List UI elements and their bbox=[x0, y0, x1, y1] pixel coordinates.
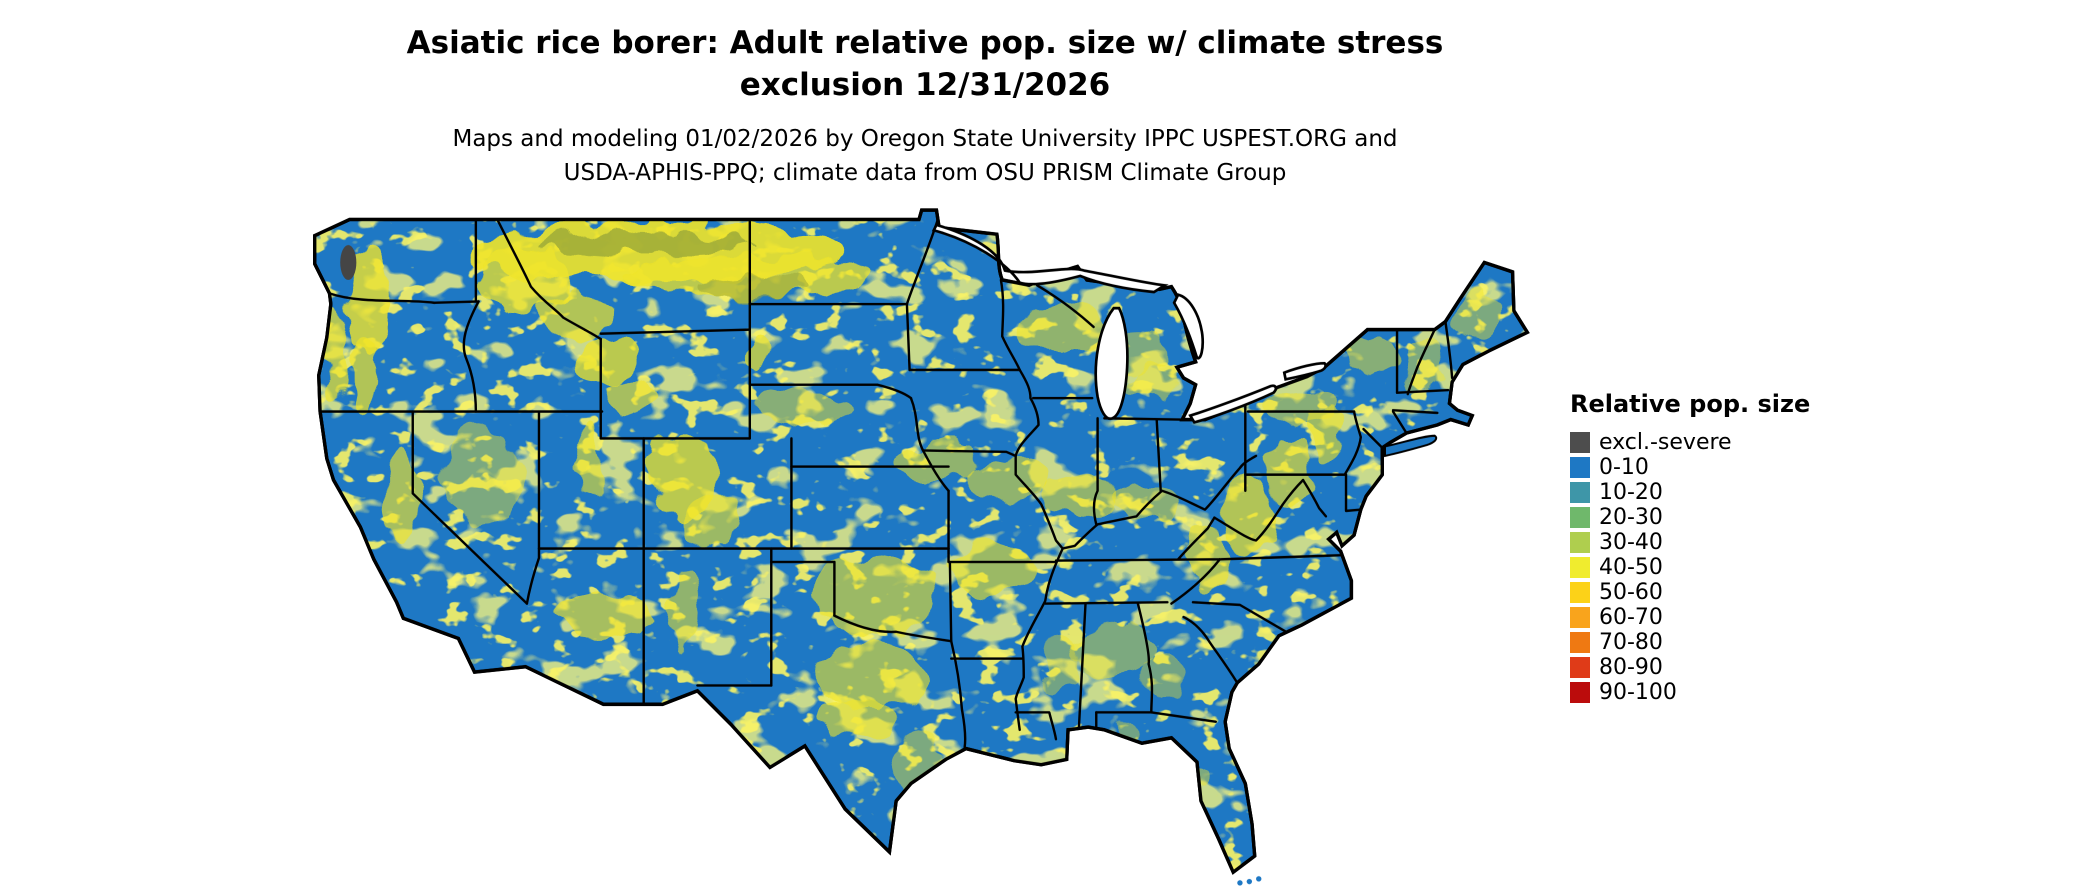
legend-item: 60-70 bbox=[1570, 605, 1890, 630]
page-title-line1: Asiatic rice borer: Adult relative pop. … bbox=[406, 25, 1444, 61]
legend-label: 80-90 bbox=[1599, 655, 1663, 680]
legend-swatch-20-30 bbox=[1570, 507, 1590, 528]
legend-label: 0-10 bbox=[1599, 455, 1649, 480]
legend-label: 90-100 bbox=[1599, 680, 1677, 705]
legend-swatch-excl-severe bbox=[1570, 432, 1590, 453]
conus-map-svg bbox=[313, 208, 1529, 886]
legend-label: excl.-severe bbox=[1599, 430, 1732, 455]
conus-map bbox=[308, 206, 1530, 891]
legend-item: 10-20 bbox=[1570, 480, 1890, 505]
subtitle-line1: Maps and modeling 01/02/2026 by Oregon S… bbox=[452, 126, 1398, 152]
puget-sound-exclusion-patch bbox=[340, 245, 357, 280]
lake-huron bbox=[1172, 293, 1205, 360]
legend-item: 30-40 bbox=[1570, 530, 1890, 555]
subtitle-line2: USDA-APHIS-PPQ; climate data from OSU PR… bbox=[563, 160, 1287, 186]
legend-swatch-90-100 bbox=[1570, 682, 1590, 703]
legend-item: 80-90 bbox=[1570, 655, 1890, 680]
legend-swatch-50-60 bbox=[1570, 582, 1590, 603]
great-lakes bbox=[931, 223, 1327, 424]
yellow-highlight-blobs bbox=[324, 223, 1497, 804]
legend-item: excl.-severe bbox=[1570, 430, 1890, 455]
legend-item: 40-50 bbox=[1570, 555, 1890, 580]
legend-label: 70-80 bbox=[1599, 630, 1663, 655]
legend-label: 20-30 bbox=[1599, 505, 1663, 530]
legend-title: Relative pop. size bbox=[1570, 390, 1811, 418]
map-heading: Asiatic rice borer: Adult relative pop. … bbox=[300, 22, 1550, 190]
legend: Relative pop. size excl.-severe 0-10 10-… bbox=[1570, 390, 1890, 705]
lake-superior bbox=[931, 223, 1169, 294]
legend-label: 10-20 bbox=[1599, 480, 1663, 505]
lake-michigan bbox=[1094, 306, 1129, 420]
page-title-line2: exclusion 12/31/2026 bbox=[739, 67, 1111, 103]
map-subtitle: Maps and modeling 01/02/2026 by Oregon S… bbox=[300, 122, 1550, 190]
florida-keys bbox=[1237, 876, 1262, 886]
legend-label: 30-40 bbox=[1599, 530, 1663, 555]
olive-accent-blobs bbox=[536, 232, 805, 298]
legend-item: 90-100 bbox=[1570, 680, 1890, 705]
legend-swatch-60-70 bbox=[1570, 607, 1590, 628]
lake-ontario bbox=[1282, 361, 1327, 381]
legend-item: 0-10 bbox=[1570, 455, 1890, 480]
legend-item: 50-60 bbox=[1570, 580, 1890, 605]
legend-swatch-40-50 bbox=[1570, 557, 1590, 578]
legend-item: 70-80 bbox=[1570, 630, 1890, 655]
legend-item: 20-30 bbox=[1570, 505, 1890, 530]
legend-label: 60-70 bbox=[1599, 605, 1663, 630]
legend-label: 40-50 bbox=[1599, 555, 1663, 580]
legend-swatch-80-90 bbox=[1570, 657, 1590, 678]
legend-swatch-10-20 bbox=[1570, 482, 1590, 503]
long-island bbox=[1383, 434, 1438, 458]
legend-label: 50-60 bbox=[1599, 580, 1663, 605]
state-borders bbox=[318, 218, 1454, 749]
legend-swatch-30-40 bbox=[1570, 532, 1590, 553]
lake-erie bbox=[1188, 384, 1278, 424]
legend-swatch-70-80 bbox=[1570, 632, 1590, 653]
legend-swatch-0-10 bbox=[1570, 457, 1590, 478]
